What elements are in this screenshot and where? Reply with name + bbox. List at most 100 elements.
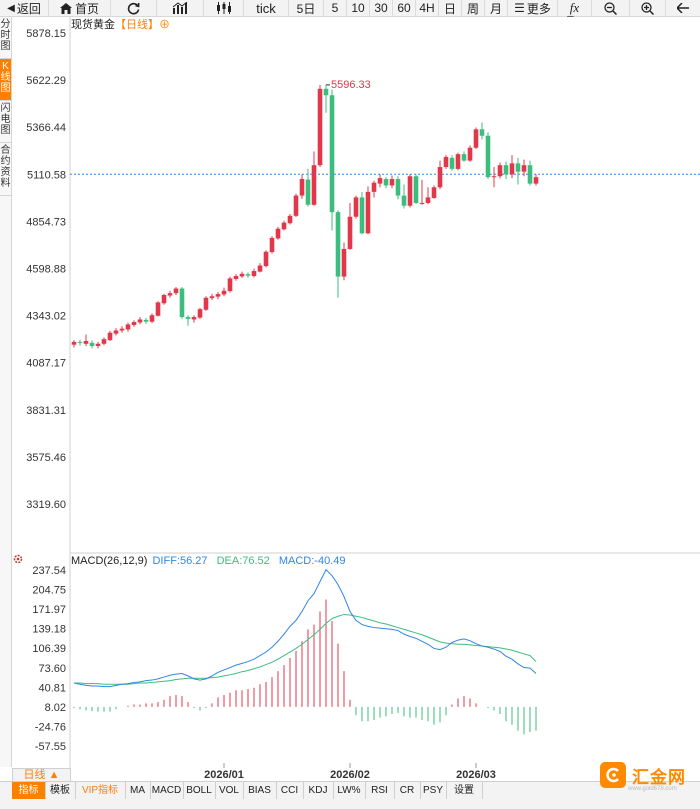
tab-kline[interactable]: K线图 [0,59,11,101]
tab-vol[interactable]: VOL [215,782,244,799]
candle-body [251,271,257,277]
daily-button[interactable]: 日 [439,0,462,16]
candle-body [71,341,77,345]
30-min-button[interactable]: 30 [370,0,393,16]
pan-left-button[interactable] [666,0,699,16]
x-tick-label: 2026/02 [330,769,370,781]
more-button[interactable]: ☰ 更多 [508,0,558,16]
candle-body [335,212,341,277]
candle-body [401,195,407,206]
10-min-button[interactable]: 10 [347,0,370,16]
add-indicator-icon[interactable]: ⊕ [159,19,170,31]
candle-body [149,315,155,322]
candle-body [515,163,521,172]
weekly-button[interactable]: 周 [462,0,485,16]
candle-body [383,179,389,186]
macd-y-tick-label: 139.18 [32,624,66,636]
4-hour-button[interactable]: 4H [416,0,439,16]
tab-cr[interactable]: CR [394,782,421,799]
candle-body [407,176,413,206]
macd-y-tick-label: 237.54 [32,565,66,577]
chart-title: 现货黄金【日线】⊕ [71,16,170,32]
chart-type-sidebar: 分时图 K线图 闪电图 合约资料 [0,17,12,767]
tab-lightning[interactable]: 闪电图 [0,101,11,143]
macd-y-tick-label: 106.39 [32,643,66,655]
candle-body [527,165,533,184]
candle-body [77,341,83,343]
candle-body [365,191,371,234]
tab-settings[interactable]: 设置 [446,782,483,799]
instrument-name: 现货黄金 [71,19,115,31]
tab-macd[interactable]: MACD [150,782,184,799]
indicator-chart-button[interactable] [157,0,204,16]
macd-y-tick-label: 73.60 [38,663,66,675]
tab-template[interactable]: 模板 [45,782,76,799]
refresh-button[interactable] [111,0,157,16]
candle-body [413,176,419,203]
candle-body [461,154,467,161]
tab-rsi[interactable]: RSI [365,782,395,799]
refresh-icon [127,2,140,14]
zoom-out-button[interactable] [592,0,630,16]
monthly-button[interactable]: 月 [485,0,508,16]
candle-body [497,165,503,177]
home-button[interactable]: 首页 [49,0,111,16]
candle-body [371,182,377,192]
tab-ma[interactable]: MA [125,782,151,799]
period-selector-button[interactable]: 日线 ▲ [12,768,71,783]
tab-psy[interactable]: PSY [420,782,447,799]
formula-button[interactable]: f̲x [558,0,592,16]
candle-type-button[interactable] [204,0,244,16]
candle-body [503,165,509,175]
macd-chart[interactable]: 237.54 204.75 171.97 139.18 106.39 73.60 40.81… [0,556,700,781]
candle-body [449,157,455,169]
macd-y-tick-label: -24.76 [35,721,66,733]
tab-bias[interactable]: BIAS [243,782,277,799]
tab-cci[interactable]: CCI [276,782,304,799]
candle-body [89,342,95,346]
candle-body [395,179,401,196]
tick-button[interactable]: tick [244,0,289,16]
candle-body [233,276,239,279]
tab-lw[interactable]: LW% [333,782,366,799]
candle-body [131,322,137,325]
candle-body [293,195,299,216]
candle-body [239,273,245,277]
y-tick-label: 4854.73 [26,216,66,228]
candlestick-icon [216,2,231,14]
logo-text: 汇金网 [632,767,686,787]
tab-vip-indicators[interactable]: VIP指标 [75,782,126,799]
5-day-button[interactable]: 5日 [289,0,324,16]
tab-contract-info[interactable]: 合约资料 [0,143,11,196]
candle-body [173,288,179,294]
menu-icon: ☰ [514,1,525,15]
candle-body [263,251,269,267]
5-min-button[interactable]: 5 [324,0,347,16]
back-button[interactable]: ◀ 返回 [0,0,49,16]
tab-indicators[interactable]: 指标 [12,782,46,799]
candle-body [215,294,221,297]
y-tick-label: 3831.31 [26,405,66,417]
tab-kdj[interactable]: KDJ [303,782,334,799]
y-tick-label: 4598.88 [26,263,66,275]
60-min-button[interactable]: 60 [393,0,416,16]
candle-body [197,309,203,318]
tab-time-sharing[interactable]: 分时图 [0,17,11,59]
y-tick-label: 5110.58 [27,169,66,181]
zoom-in-button[interactable] [630,0,666,16]
macd-y-tick-label: 8.02 [45,702,66,714]
candle-body [425,197,431,203]
candle-body [107,332,113,341]
candle-body [275,228,281,239]
candle-body [533,177,539,184]
candle-body [209,296,215,299]
candle-body [353,197,359,217]
candle-body [221,290,227,295]
settings-gear-icon[interactable] [12,553,24,565]
candle-body [329,95,335,213]
candle-body [467,147,473,161]
tab-boll[interactable]: BOLL [183,782,216,799]
candlestick-chart[interactable]: 5878.15 5622.29 5366.44 5110.58 4854.73 4598.… [0,16,700,556]
candle-body [473,129,479,148]
logo-url: www.gold678.com [628,786,677,792]
